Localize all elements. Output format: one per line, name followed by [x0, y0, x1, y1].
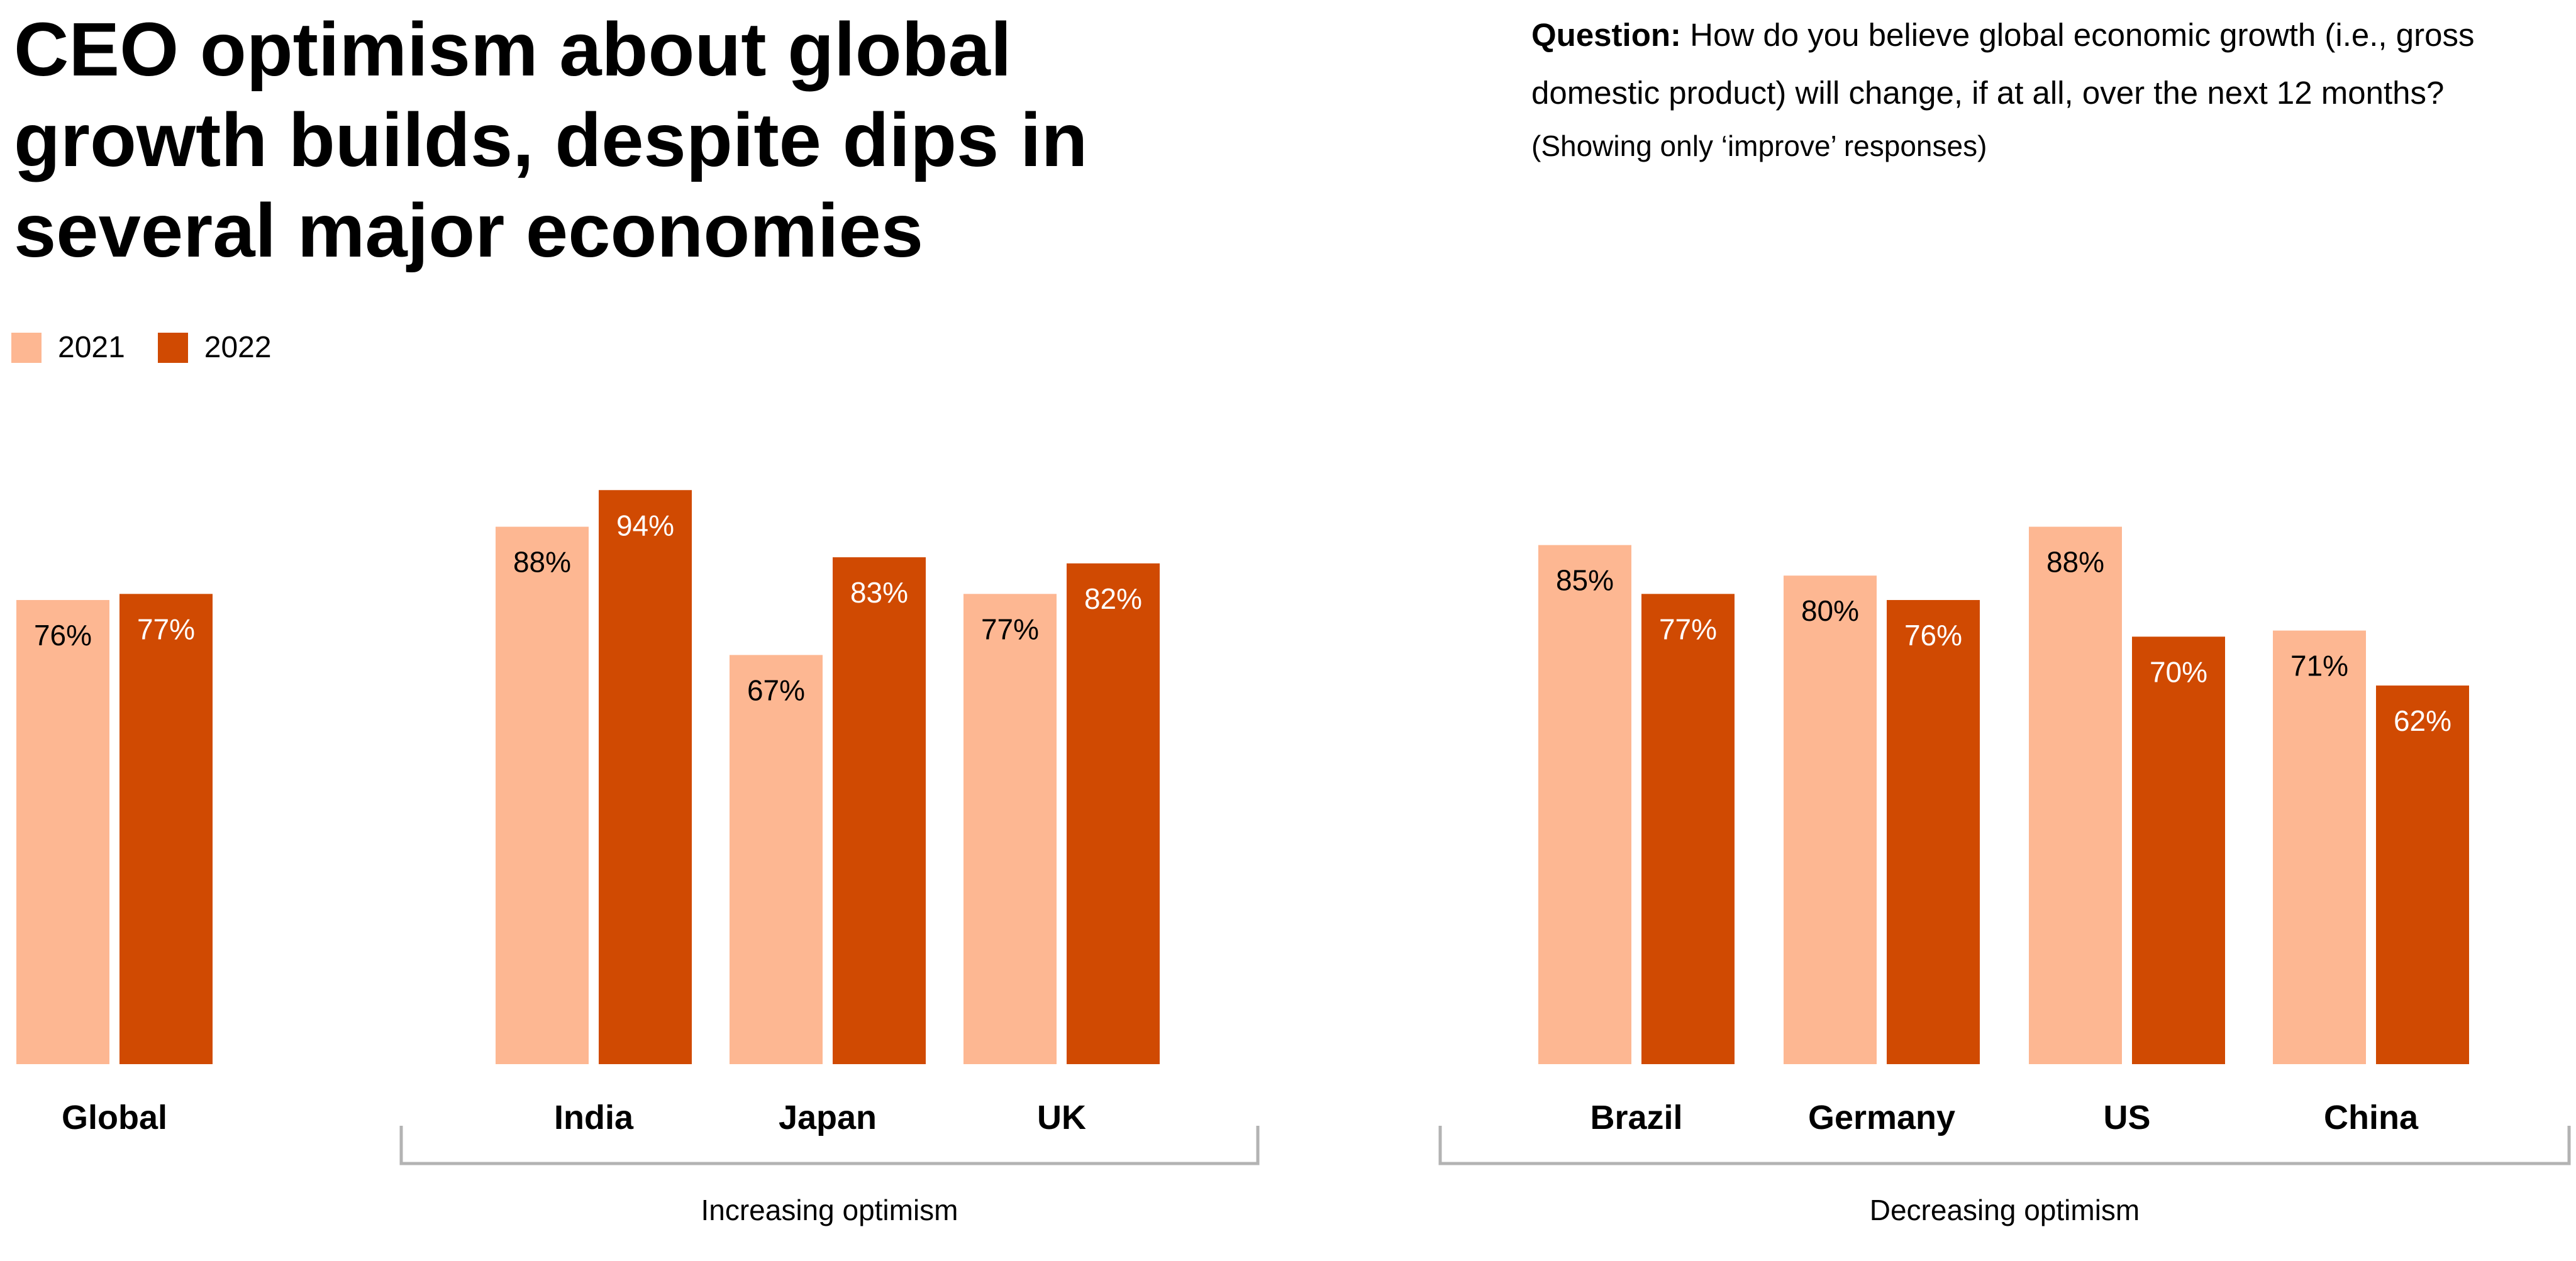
bar-india-2022 [599, 490, 692, 1064]
bar-japan-2022 [833, 557, 926, 1064]
bar-brazil-2022 [1641, 594, 1735, 1064]
data-label-china-2021: 71% [2290, 650, 2348, 682]
bar-global-2021 [16, 600, 109, 1064]
category-label-global: Global [62, 1099, 167, 1136]
bar-india-2021 [496, 526, 589, 1064]
legend-swatch-2021 [11, 332, 42, 363]
legend-item-2022: 2022 [157, 330, 272, 365]
bar-uk-2021 [963, 594, 1057, 1064]
bar-japan-2021 [730, 655, 823, 1064]
group-label-decreasing-optimism: Decreasing optimism [1870, 1194, 2140, 1226]
data-label-germany-2022: 76% [1904, 619, 1962, 652]
data-label-brazil-2021: 85% [1556, 564, 1614, 597]
question-lead: Question: [1531, 17, 1681, 53]
bar-germany-2022 [1887, 600, 1980, 1064]
legend: 2021 2022 [11, 330, 304, 365]
category-label-brazil: Brazil [1590, 1099, 1682, 1136]
bar-china-2022 [2376, 685, 2469, 1064]
data-label-india-2021: 88% [513, 546, 571, 579]
bar-germany-2021 [1784, 575, 1877, 1064]
bar-brazil-2021 [1538, 545, 1631, 1064]
category-label-india: India [554, 1099, 634, 1136]
category-label-germany: Germany [1808, 1099, 1955, 1136]
bar-us-2022 [2132, 636, 2225, 1064]
chart-title: CEO optimism about global growth builds,… [14, 6, 1088, 273]
question-body: How do you believe global economic growt… [1531, 17, 2475, 111]
data-label-japan-2021: 67% [747, 674, 805, 706]
data-label-us-2022: 70% [2150, 655, 2207, 688]
response-note: (Showing only ‘improve’ responses) [1531, 130, 1987, 162]
legend-label-2021: 2021 [58, 331, 125, 364]
data-label-japan-2022: 83% [850, 576, 908, 609]
group-label-increasing-optimism: Increasing optimism [701, 1194, 958, 1226]
data-label-germany-2021: 80% [1801, 594, 1859, 627]
legend-swatch-2022 [157, 332, 188, 363]
data-label-global-2021: 76% [34, 619, 92, 652]
data-label-india-2022: 94% [616, 509, 674, 542]
category-label-us: US [2103, 1099, 2150, 1136]
category-label-china: China [2324, 1099, 2419, 1136]
legend-item-2021: 2021 [11, 330, 125, 365]
data-label-global-2022: 77% [137, 613, 195, 645]
group-bracket-decreasing-optimism [1438, 1126, 2571, 1165]
bar-global-2022 [119, 594, 213, 1064]
legend-label-2022: 2022 [204, 331, 272, 364]
data-label-uk-2022: 82% [1084, 582, 1142, 615]
data-label-china-2022: 62% [2394, 704, 2451, 737]
category-label-japan: Japan [779, 1099, 877, 1136]
category-label-uk: UK [1037, 1099, 1086, 1136]
data-label-uk-2021: 77% [981, 613, 1039, 645]
bar-uk-2022 [1067, 563, 1160, 1064]
group-bracket-increasing-optimism [399, 1126, 1260, 1165]
bar-us-2021 [2029, 526, 2122, 1064]
bar-china-2021 [2273, 630, 2366, 1064]
data-label-brazil-2022: 77% [1659, 613, 1717, 645]
data-label-us-2021: 88% [2046, 546, 2104, 579]
question-text: Question: How do you believe global econ… [1531, 6, 2563, 122]
